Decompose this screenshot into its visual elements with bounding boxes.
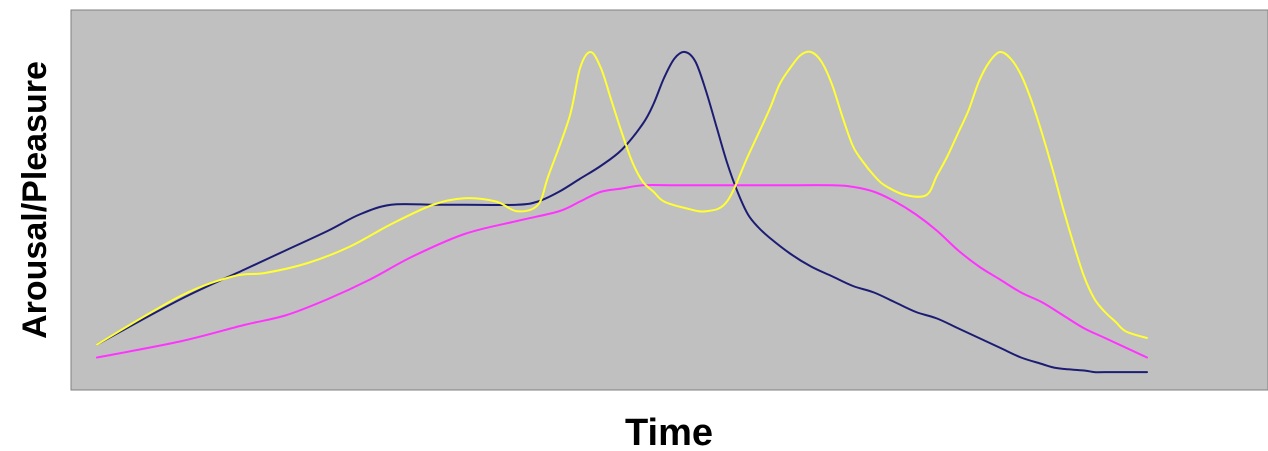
series-layer	[96, 50, 1148, 374]
series-line-3	[96, 184, 1148, 359]
series-line-2	[96, 50, 1148, 374]
plot-area	[70, 9, 1268, 391]
series-line-1	[96, 50, 1148, 346]
y-axis-label: Arousal/Pleasure	[16, 61, 54, 339]
x-axis-label: Time	[625, 412, 713, 451]
